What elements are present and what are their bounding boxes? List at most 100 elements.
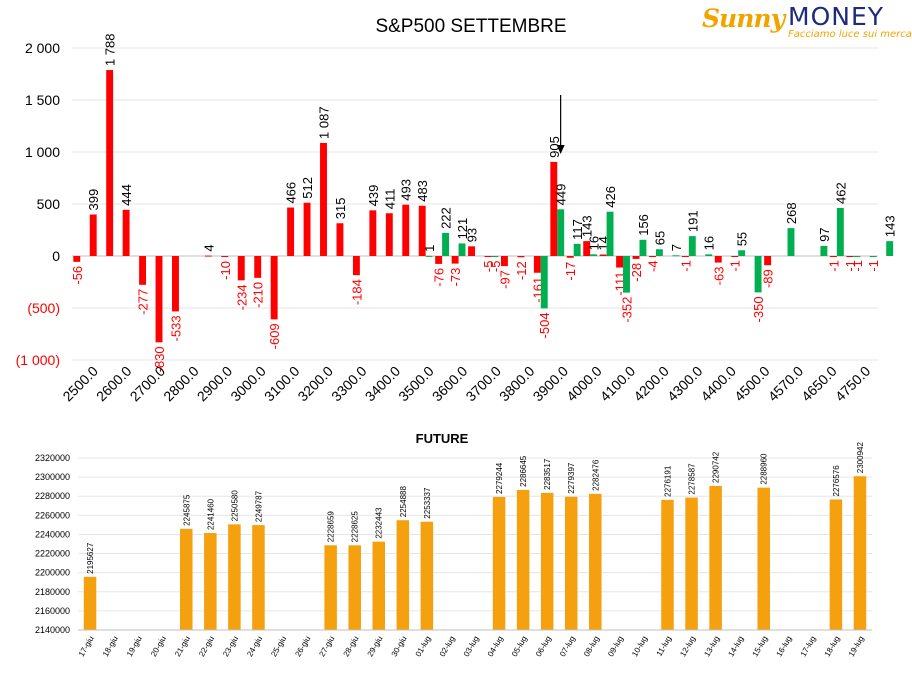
future-bar (829, 499, 843, 630)
data-label: 97 (817, 227, 832, 241)
future-data-label: 2282476 (591, 459, 600, 491)
bar-green (425, 255, 433, 257)
x-tick-label: 3900.0 (530, 363, 572, 405)
future-bar (420, 521, 434, 630)
x-tick-label: 3500.0 (395, 363, 437, 405)
bar-red (484, 256, 492, 257)
data-label: -1 (866, 260, 881, 272)
bar-red (533, 256, 541, 273)
data-label: -352 (619, 297, 634, 323)
x-tick-label: 21-giu (173, 635, 192, 659)
data-label: 462 (833, 182, 848, 204)
future-bar (589, 493, 602, 630)
bar-green (705, 254, 713, 256)
x-tick-label: 16-lug (775, 635, 794, 659)
bar-red (418, 205, 426, 256)
bar-red (451, 256, 459, 264)
bar-red (287, 207, 295, 256)
bar-red (846, 256, 854, 257)
data-label: -12 (514, 261, 529, 280)
future-bar (709, 485, 722, 630)
x-tick-label: 4650.0 (798, 363, 840, 405)
y-tick-label: 1 500 (25, 92, 60, 108)
bar-red (632, 256, 640, 259)
future-data-label: 2278587 (688, 463, 697, 495)
x-tick-label: 19-lug (847, 635, 866, 659)
data-label: 483 (415, 180, 430, 202)
x-tick-label: 4750.0 (832, 363, 874, 405)
y-tick-label: (500) (27, 300, 60, 316)
x-tick-label: 17-lug (799, 635, 818, 659)
x-tick-label: 2500.0 (59, 363, 101, 405)
data-label: -830 (152, 346, 167, 372)
data-label: -63 (711, 267, 726, 286)
bar-green (869, 256, 877, 257)
future-bar (228, 524, 241, 630)
data-label: -5 (488, 261, 503, 273)
y-tick-label: 2200000 (35, 568, 70, 578)
data-label: 466 (284, 182, 299, 204)
logo: Sunny MONEY Facciamo luce sui mercati (700, 2, 912, 42)
bar-green (606, 211, 614, 256)
x-tick-label: 20-giu (149, 635, 168, 659)
data-label: 512 (300, 177, 315, 199)
future-data-label: 2253337 (423, 487, 432, 519)
data-label: 1 (422, 245, 437, 252)
bar-green (820, 245, 828, 256)
future-data-label: 2283517 (543, 458, 552, 490)
bar-red (435, 256, 443, 264)
data-label: 191 (685, 210, 700, 232)
x-tick-label: 08-lug (582, 635, 601, 659)
bar-red (221, 256, 229, 258)
bar-green (787, 228, 795, 256)
data-label: 449 (554, 184, 569, 206)
data-label: -17 (563, 262, 578, 281)
bar-red (73, 256, 81, 262)
bar-green (573, 243, 581, 256)
bar-green (655, 249, 663, 256)
x-tick-label: 4500.0 (731, 363, 773, 405)
x-tick-label: 10-lug (630, 635, 649, 659)
data-label: 426 (603, 186, 618, 208)
bar-red (254, 256, 262, 278)
data-label: 143 (580, 215, 595, 237)
future-data-label: 2276576 (832, 465, 841, 497)
logo-tagline: Facciamo luce sui mercati (788, 29, 912, 40)
x-tick-label: 05-lug (510, 635, 529, 659)
x-tick-label: 4300.0 (664, 363, 706, 405)
bar-red (681, 256, 689, 257)
data-label: -73 (448, 268, 463, 287)
y-tick-label: 2220000 (35, 549, 70, 559)
future-bar (492, 496, 506, 630)
y-tick-label: 500 (37, 196, 61, 212)
x-tick-label: 3400.0 (362, 363, 404, 405)
y-tick-label: 2 000 (25, 40, 60, 56)
future-bar (564, 496, 578, 630)
x-tick-label: 2700.0 (127, 363, 169, 405)
bar-green (853, 256, 861, 257)
bar-red (303, 202, 311, 256)
x-tick-label: 02-lug (438, 635, 457, 659)
x-tick-label: 4400.0 (697, 363, 739, 405)
data-label: 7 (669, 244, 684, 251)
y-tick-label: 2320000 (35, 453, 70, 463)
data-label: 222 (439, 207, 454, 229)
future-bar (83, 576, 97, 630)
y-tick-label: 0 (52, 248, 60, 264)
bar-red (204, 255, 212, 257)
future-data-label: 2232443 (375, 507, 384, 539)
data-label: 156 (636, 214, 651, 236)
x-tick-label: 19-giu (125, 635, 144, 659)
x-tick-label: 18-lug (823, 635, 842, 659)
bar-green (688, 236, 696, 256)
future-bar (685, 497, 698, 630)
data-label: -277 (136, 289, 151, 315)
x-tick-label: 4100.0 (597, 363, 639, 405)
x-tick-label: 28-giu (342, 635, 361, 659)
y-tick-label: 2180000 (35, 587, 70, 597)
x-tick-label: 15-lug (751, 635, 770, 659)
future-bar (204, 533, 217, 630)
future-bar (661, 499, 674, 630)
x-tick-label: 01-lug (414, 635, 433, 659)
data-label: 16 (702, 236, 717, 250)
